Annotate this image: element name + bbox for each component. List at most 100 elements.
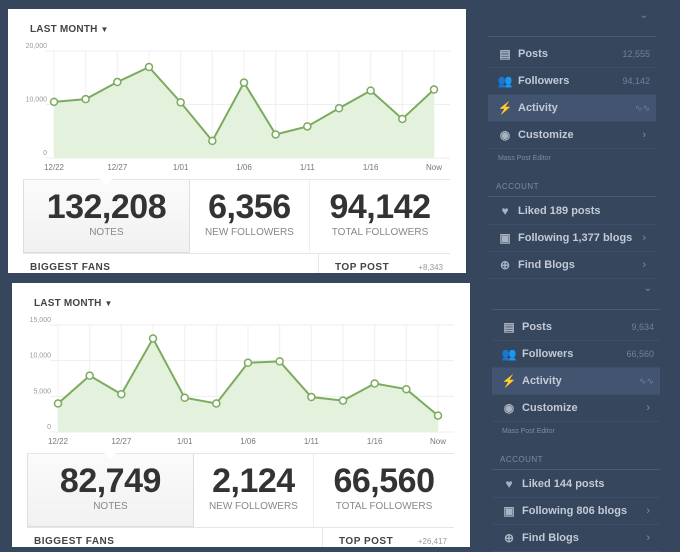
chevron-down-icon[interactable]: ⌄: [643, 283, 652, 294]
sidebar-account-item-1[interactable]: ▣ Following 806 blogs ›: [492, 498, 660, 525]
stat-new-followers[interactable]: 2,124 NEW FOLLOWERS: [194, 454, 314, 527]
range-dropdown[interactable]: LAST MONTH ▼: [34, 298, 113, 309]
sidebar-item-count: 9,634: [631, 322, 654, 332]
sidebar-item-label: Following 806 blogs: [522, 505, 628, 517]
sidebar-item-label: Following 1,377 blogs: [518, 232, 633, 244]
sidebar-item-customize[interactable]: ◉ Customize ›: [492, 395, 660, 422]
sidebar-account-item-2[interactable]: ⊕ Find Blogs ›: [492, 525, 660, 552]
data-point: [429, 85, 439, 94]
account-heading: ACCOUNT: [496, 182, 540, 191]
y-tick-label: 10,000: [30, 353, 52, 360]
sidebar-item-posts[interactable]: ▤ Posts 12,555: [488, 41, 656, 68]
x-tick-label: 1/16: [363, 163, 379, 172]
x-tick-label: 1/06: [236, 163, 252, 172]
stat-label: NOTES: [89, 227, 124, 238]
sidebar-account-item-0[interactable]: ♥ Liked 144 posts: [492, 471, 660, 498]
sidebar-item-label: Liked 144 posts: [522, 478, 605, 490]
data-point: [402, 384, 411, 394]
sidebar-item-customize[interactable]: ◉ Customize ›: [488, 122, 656, 149]
lightning-icon: ⚡: [501, 374, 517, 388]
sidebar-item-followers[interactable]: 👥 Followers 66,560: [492, 341, 660, 368]
eye-icon: ◉: [499, 128, 511, 142]
y-tick-label: 0: [47, 424, 51, 431]
stat-notes[interactable]: 132,208 NOTES: [23, 179, 190, 253]
sidebar-account-item-0[interactable]: ♥ Liked 189 posts: [488, 198, 656, 225]
stat-label: NEW FOLLOWERS: [204, 227, 294, 238]
data-point: [113, 77, 122, 87]
data-point: [85, 371, 94, 380]
stat-total-followers[interactable]: 66,560 TOTAL FOLLOWERS: [314, 454, 454, 527]
sidebar-item-activity[interactable]: ⚡ Activity ∿∿: [492, 368, 660, 395]
chevron-right-icon: ›: [642, 259, 646, 271]
stats-row: 82,749 NOTES 2,124 NEW FOLLOWERS 66,560 TOTAL…: [27, 453, 454, 528]
sidebar-item-label: Followers: [518, 75, 570, 87]
top-post-heading: TOP POST: [335, 262, 390, 273]
mass-post-editor-link[interactable]: Mass Post Editor: [498, 155, 551, 162]
data-point: [338, 396, 348, 405]
divider: [488, 36, 656, 37]
stat-label: TOTAL FOLLOWERS: [335, 501, 433, 512]
x-tick-label: 12/22: [44, 163, 65, 172]
range-dropdown[interactable]: LAST MONTH ▼: [30, 24, 109, 35]
heart-icon: ♥: [505, 477, 513, 491]
divider: [488, 196, 656, 197]
stat-value: 94,142: [329, 188, 431, 226]
chevron-right-icon: ›: [642, 232, 646, 244]
sidebar: ⌄ ▤ Posts 9,634 👥 Followers 66,560 ⚡ Activity ∿∿…: [492, 273, 660, 552]
sidebar-item-label: Liked 189 posts: [518, 205, 601, 217]
data-point: [144, 62, 154, 72]
activity-sparkline-icon: ∿∿: [634, 102, 650, 113]
data-point: [243, 358, 253, 368]
divider: [492, 469, 660, 470]
stat-total-followers[interactable]: 94,142 TOTAL FOLLOWERS: [310, 180, 450, 253]
x-tick-label: 12/22: [48, 437, 69, 446]
y-tick-label: 15,000: [30, 317, 52, 324]
stat-notes[interactable]: 82,749 NOTES: [27, 453, 194, 527]
account-heading: ACCOUNT: [500, 455, 544, 464]
find-blogs-icon: ⊕: [499, 258, 511, 272]
sidebar-item-label: Posts: [518, 48, 548, 60]
sidebar-item-label: Customize: [518, 129, 574, 141]
chevron-right-icon: ›: [642, 129, 646, 141]
sidebar-account-item-1[interactable]: ▣ Following 1,377 blogs ›: [488, 225, 656, 252]
sidebar-item-label: Activity: [518, 102, 558, 114]
data-point: [117, 389, 126, 399]
activity-chart: 0 10,000 20,000 12/22 12/27 1/01 1/06 1/11 1/16 N…: [26, 43, 450, 172]
top-post-section: TOP POST +8,343: [318, 253, 451, 273]
stat-new-followers[interactable]: 6,356 NEW FOLLOWERS: [190, 180, 310, 253]
top-post-value: +26,417: [417, 537, 447, 546]
sidebar-item-activity[interactable]: ⚡ Activity ∿∿: [488, 95, 656, 122]
sidebar-item-label: Find Blogs: [522, 532, 579, 544]
data-point: [148, 334, 158, 343]
area-fill: [54, 67, 434, 158]
sidebar: ⌄ ▤ Posts 12,555 👥 Followers 94,142 ⚡ Activity ∿…: [488, 0, 656, 279]
sidebar-item-label: Followers: [522, 348, 574, 360]
y-tick-label: 20,000: [26, 43, 48, 50]
area-fill: [58, 338, 438, 432]
sidebar-item-count: 12,555: [622, 49, 650, 59]
stat-label: NOTES: [93, 501, 128, 512]
following-icon: ▣: [499, 231, 511, 245]
sidebar-item-label: Posts: [522, 321, 552, 333]
chevron-down-icon[interactable]: ⌄: [639, 10, 648, 21]
chevron-right-icon: ›: [646, 402, 650, 414]
selected-notch: [104, 453, 117, 459]
stat-value: 82,749: [59, 462, 161, 500]
sidebar-item-label: Find Blogs: [518, 259, 575, 271]
data-point: [366, 86, 375, 95]
following-icon: ▣: [503, 504, 515, 518]
mass-post-editor-link[interactable]: Mass Post Editor: [502, 428, 555, 435]
data-point: [271, 130, 280, 139]
find-blogs-icon: ⊕: [503, 531, 515, 545]
data-point: [307, 392, 316, 402]
sidebar-account-item-2[interactable]: ⊕ Find Blogs ›: [488, 252, 656, 279]
data-point: [275, 357, 284, 366]
sidebar-item-followers[interactable]: 👥 Followers 94,142: [488, 68, 656, 95]
stat-value: 6,356: [208, 188, 291, 226]
x-tick-label: Now: [430, 437, 446, 446]
data-point: [370, 379, 379, 388]
data-point: [53, 399, 63, 408]
sidebar-item-posts[interactable]: ▤ Posts 9,634: [492, 314, 660, 341]
activity-chart: 0 5,000 10,000 15,000 12/22 12/27 1/01 1/06 1/11…: [30, 317, 454, 446]
dashboard-2: LAST MONTH ▼ 0 5,000 10,000 15,000 12/22 12/2…: [0, 273, 680, 552]
